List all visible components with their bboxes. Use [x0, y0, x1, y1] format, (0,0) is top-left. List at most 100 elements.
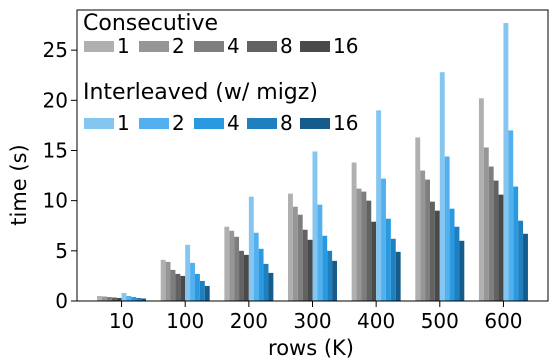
bar [199, 280, 205, 301]
legend-label: 2 [172, 34, 185, 58]
bar [390, 238, 396, 301]
bar [253, 232, 259, 301]
bar [425, 179, 430, 301]
legend-swatch [139, 41, 169, 52]
bar [332, 260, 337, 301]
bars-layer [97, 23, 528, 302]
bar [351, 162, 357, 301]
bar [498, 194, 504, 301]
bar [106, 296, 112, 301]
bar [185, 244, 191, 301]
legend-label: 16 [333, 111, 358, 135]
bar [165, 261, 171, 301]
bar [317, 204, 323, 301]
bar [366, 200, 372, 301]
legend-swatch [300, 118, 330, 129]
bar [483, 147, 489, 301]
bar [170, 269, 176, 301]
bar [258, 248, 264, 301]
bar [493, 180, 499, 301]
legend-label: 4 [227, 111, 240, 135]
x-tick-label: 300 [293, 309, 331, 333]
legend-label: 16 [333, 34, 358, 58]
bar [376, 110, 382, 302]
legend-swatch [247, 118, 277, 129]
bar [101, 296, 107, 301]
x-tick-label: 600 [484, 309, 522, 333]
x-axis: 10 100 200 300 400 500 600 [109, 301, 523, 333]
bar [503, 23, 509, 301]
x-tick-label: 500 [421, 309, 459, 333]
y-tick-label: 5 [55, 239, 68, 263]
y-tick-label: 10 [43, 189, 68, 213]
legend-label: 2 [172, 111, 185, 135]
bar [160, 259, 166, 301]
legend-group-title: Consecutive [83, 11, 218, 36]
y-tick-label: 15 [43, 138, 68, 162]
y-axis-label: time (s) [7, 144, 31, 225]
legend-swatch [84, 41, 114, 52]
bar [395, 251, 401, 301]
bar [141, 298, 147, 301]
bar [454, 226, 460, 301]
legend-label: 1 [117, 111, 130, 135]
bar [263, 263, 269, 301]
bar [229, 230, 235, 301]
x-tick-label: 100 [166, 309, 204, 333]
legend-swatch [300, 41, 330, 52]
bar [268, 272, 274, 301]
bar [195, 273, 200, 301]
x-axis-label: rows (K) [268, 336, 354, 359]
bar [371, 221, 377, 301]
bar [204, 285, 210, 301]
bar [429, 201, 435, 301]
bar [420, 170, 426, 301]
bar [361, 191, 367, 301]
legend-group-title: Interleaved (w/ migz) [83, 80, 318, 105]
bar [302, 229, 308, 301]
x-tick-label: 400 [357, 309, 395, 333]
bar [175, 273, 181, 301]
y-tick-label: 25 [43, 38, 68, 62]
bar [292, 206, 298, 301]
bar [415, 137, 421, 301]
bar [224, 226, 230, 301]
bar [513, 186, 519, 301]
bar [381, 178, 386, 301]
legend-label: 4 [227, 34, 240, 58]
bar [356, 188, 362, 301]
bar [434, 210, 440, 301]
bar [518, 220, 524, 301]
legend-label: 8 [280, 34, 293, 58]
bar [307, 239, 313, 301]
bar [523, 233, 528, 301]
bar [131, 296, 137, 301]
bar [297, 214, 303, 301]
bar [444, 156, 450, 301]
bar [243, 254, 249, 301]
legend-swatch [84, 118, 114, 129]
bar [121, 292, 127, 301]
bar [111, 297, 117, 301]
bar [136, 297, 142, 301]
x-tick-label: 200 [230, 309, 268, 333]
bar [97, 295, 102, 301]
legend-swatch [139, 118, 169, 129]
bar [439, 72, 445, 301]
bar [327, 250, 333, 301]
x-tick-label: 10 [109, 309, 134, 333]
bar [239, 250, 244, 301]
bar [312, 151, 318, 301]
bar [385, 218, 391, 301]
bar [488, 166, 494, 301]
bar [322, 235, 328, 301]
legend-swatch [247, 41, 277, 52]
y-tick-label: 0 [55, 289, 68, 313]
bar [126, 295, 132, 301]
legend-label: 1 [117, 34, 130, 58]
bar [478, 98, 484, 301]
bar [459, 240, 465, 301]
bar [190, 262, 196, 301]
